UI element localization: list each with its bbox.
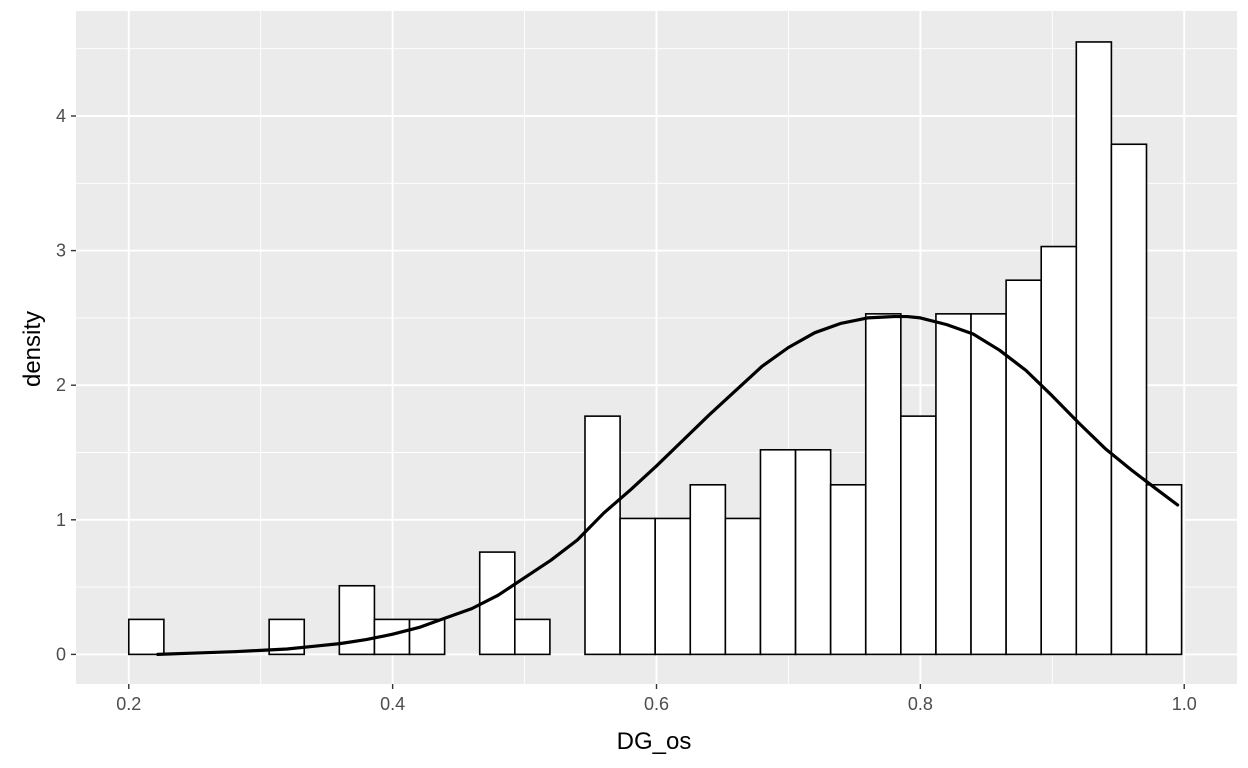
x-tick-label: 0.2 [116, 694, 141, 714]
histogram-bar [689, 483, 727, 656]
histogram-bar [654, 517, 692, 656]
histogram-bar [900, 415, 937, 656]
histogram-bar [1040, 245, 1078, 656]
x-axis-title: DG_os [617, 728, 692, 755]
y-tick-label: 3 [56, 241, 66, 261]
x-tick-label: 0.6 [644, 694, 669, 714]
histogram-bar [127, 618, 165, 656]
histogram-bar [794, 448, 832, 656]
histogram-bar [1110, 143, 1148, 656]
x-tick-label: 0.8 [908, 694, 933, 714]
y-axis: 0 1 2 3 4 [56, 106, 76, 664]
y-tick-label: 1 [56, 510, 66, 530]
histogram-bar [864, 313, 902, 656]
histogram-bar [619, 517, 656, 656]
x-tick-label: 0.4 [380, 694, 405, 714]
histogram-bar [724, 517, 762, 656]
histogram-bar [584, 415, 621, 656]
histogram-bar [759, 448, 797, 656]
y-tick-label: 2 [56, 375, 66, 395]
density-curve [156, 314, 1180, 656]
histogram-bar [1145, 483, 1183, 656]
histogram-bar [829, 483, 867, 656]
histogram-bar [514, 618, 551, 656]
x-tick-label: 1.0 [1172, 694, 1197, 714]
histogram-bar [935, 313, 972, 656]
y-tick-label: 0 [56, 644, 66, 664]
histogram-bars [127, 41, 1183, 656]
histogram-bar [970, 313, 1007, 656]
y-tick-label: 4 [56, 106, 66, 126]
histogram-bar [1005, 279, 1043, 656]
y-axis-title: density [19, 311, 46, 387]
x-axis: 0.2 0.4 0.6 0.8 1.0 [116, 684, 1197, 714]
histogram-bar [1075, 41, 1113, 656]
